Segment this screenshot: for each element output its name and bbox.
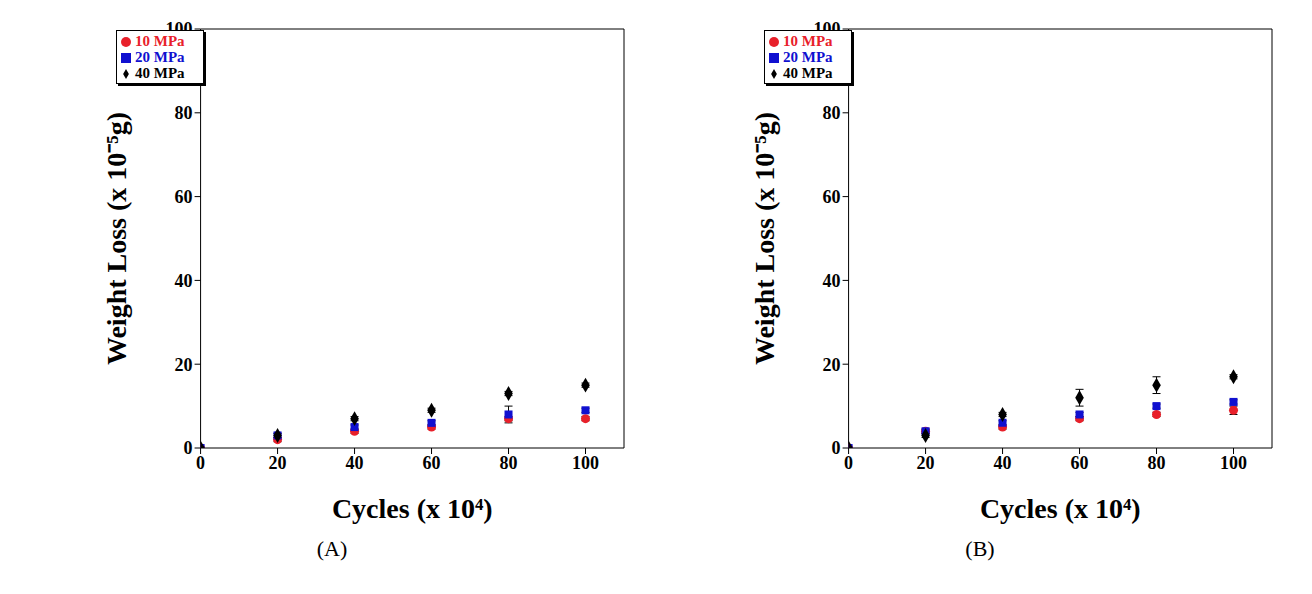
svg-text:0: 0 <box>832 438 841 458</box>
html-text:10 MPa: 10 MPa <box>783 33 833 49</box>
html-text:(A): (A) <box>316 536 348 561</box>
html-text:20 MPa: 20 MPa <box>783 49 833 65</box>
svg-text:80: 80 <box>500 453 518 473</box>
svg-text:60: 60 <box>175 187 193 207</box>
html-text:40 MPa: 40 MPa <box>135 65 185 81</box>
svg-text:Weight Loss (x 10⁻⁵g): Weight Loss (x 10⁻⁵g) <box>749 112 780 365</box>
svg-text:100: 100 <box>814 19 841 39</box>
svg-text:100: 100 <box>166 19 193 39</box>
svg-text:Cycles (x 10⁴): Cycles (x 10⁴) <box>332 493 493 524</box>
svg-text:80: 80 <box>823 103 841 123</box>
svg-text:Weight Loss (x 10⁻⁵g): Weight Loss (x 10⁻⁵g) <box>101 112 132 365</box>
svg-text:20: 20 <box>269 453 287 473</box>
svg-text:100: 100 <box>1220 453 1247 473</box>
svg-text:0: 0 <box>196 453 205 473</box>
html-text:(B): (B) <box>965 536 995 561</box>
svg-text:Cycles (x 10⁴): Cycles (x 10⁴) <box>980 493 1141 524</box>
svg-text:80: 80 <box>1148 453 1166 473</box>
svg-text:20: 20 <box>823 355 841 375</box>
svg-text:60: 60 <box>1071 453 1089 473</box>
html-text:40 MPa: 40 MPa <box>783 65 833 81</box>
html-text:20 MPa: 20 MPa <box>135 49 185 65</box>
svg-text:60: 60 <box>823 187 841 207</box>
svg-text:20: 20 <box>917 453 935 473</box>
svg-text:40: 40 <box>823 271 841 291</box>
svg-text:80: 80 <box>175 103 193 123</box>
html-text:10 MPa: 10 MPa <box>135 33 185 49</box>
svg-text:0: 0 <box>184 438 193 458</box>
svg-text:100: 100 <box>572 453 599 473</box>
svg-text:40: 40 <box>994 453 1012 473</box>
svg-text:60: 60 <box>423 453 441 473</box>
svg-text:40: 40 <box>346 453 364 473</box>
svg-text:0: 0 <box>844 453 853 473</box>
svg-text:20: 20 <box>175 355 193 375</box>
svg-text:40: 40 <box>175 271 193 291</box>
